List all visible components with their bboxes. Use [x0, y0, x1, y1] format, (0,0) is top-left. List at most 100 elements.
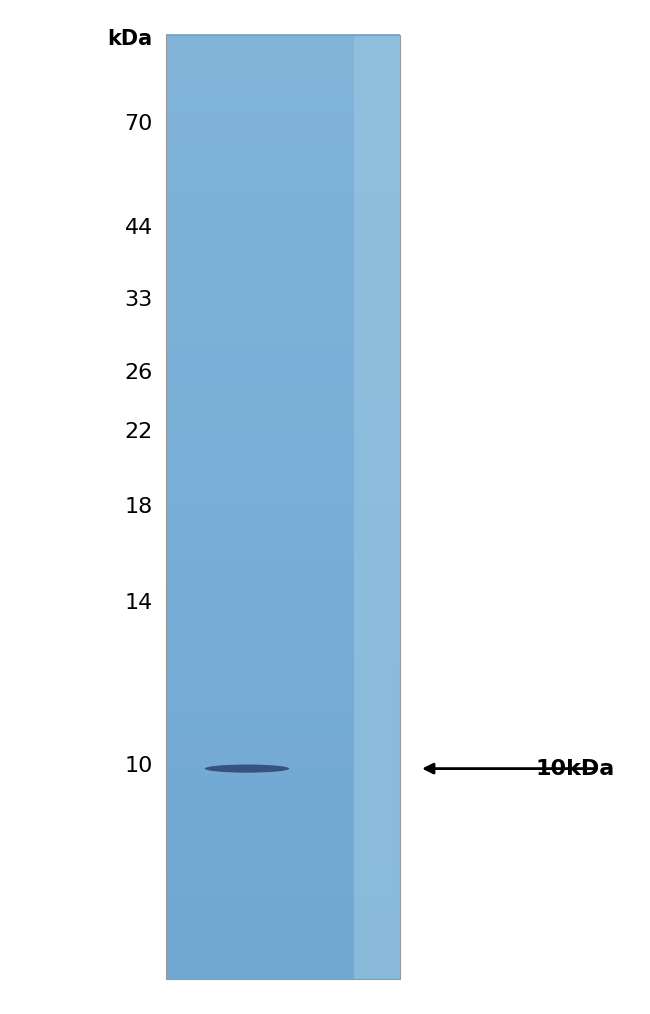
Bar [166, 732, 400, 738]
Ellipse shape [205, 765, 289, 773]
Bar [166, 298, 400, 304]
Bar [166, 421, 400, 427]
Bar [166, 643, 400, 649]
Bar [166, 369, 400, 375]
Bar [166, 251, 400, 258]
Bar [166, 337, 400, 342]
Bar [166, 463, 400, 469]
Bar [166, 614, 400, 621]
Bar [166, 303, 400, 309]
Bar [166, 246, 400, 252]
Bar [166, 539, 400, 545]
Bar [166, 794, 400, 799]
Bar [166, 312, 400, 318]
Text: 10kDa: 10kDa [535, 758, 614, 779]
Bar [166, 620, 400, 625]
Bar [166, 755, 400, 762]
Bar [166, 332, 400, 338]
Bar [166, 440, 400, 446]
Bar [166, 322, 400, 328]
Bar [166, 695, 400, 701]
Bar [166, 846, 400, 851]
Bar [166, 931, 400, 936]
Bar [166, 968, 400, 973]
Bar [166, 864, 400, 870]
Bar [166, 218, 400, 224]
Bar [166, 554, 400, 559]
Bar [166, 228, 400, 233]
Bar [166, 110, 400, 116]
Bar [166, 817, 400, 823]
Bar [166, 487, 400, 493]
Bar [166, 82, 400, 87]
Bar [166, 940, 400, 945]
Bar [166, 138, 400, 144]
Bar [166, 148, 400, 153]
Bar [166, 869, 400, 875]
Bar [166, 892, 400, 898]
Bar [166, 709, 400, 715]
Bar [166, 718, 400, 724]
Bar [166, 746, 400, 752]
Bar [166, 591, 400, 596]
Bar [166, 529, 400, 535]
Bar [166, 180, 400, 187]
Bar [166, 58, 400, 64]
Bar [166, 468, 400, 474]
Bar [166, 766, 400, 771]
Bar [166, 563, 400, 568]
Bar [166, 671, 400, 676]
Bar [166, 657, 400, 662]
Bar [166, 808, 400, 813]
Bar [166, 77, 400, 82]
Bar [166, 883, 400, 889]
Bar [166, 897, 400, 903]
Bar [166, 431, 400, 436]
Bar [166, 770, 400, 776]
Bar [166, 162, 400, 167]
Bar [166, 958, 400, 964]
Bar [166, 704, 400, 710]
Bar [166, 926, 400, 931]
Bar [166, 63, 400, 69]
Bar [166, 294, 400, 299]
Bar [166, 902, 400, 908]
Bar [166, 34, 400, 41]
Bar [166, 351, 400, 356]
Bar [166, 501, 400, 507]
Bar [166, 558, 400, 564]
Bar [166, 917, 400, 922]
Bar [166, 157, 400, 163]
Bar [166, 492, 400, 498]
Bar [166, 100, 400, 106]
Bar [166, 374, 400, 379]
Bar [166, 600, 400, 606]
Bar [166, 661, 400, 667]
Bar [166, 308, 400, 313]
Bar [166, 378, 400, 384]
Bar [166, 454, 400, 460]
Text: 22: 22 [125, 422, 153, 442]
Bar [166, 581, 400, 587]
Bar [166, 200, 400, 205]
Bar [166, 624, 400, 630]
Bar [166, 577, 400, 582]
Bar [166, 549, 400, 554]
Bar [166, 666, 400, 672]
Bar [166, 317, 400, 323]
Bar [166, 242, 400, 247]
Bar [166, 478, 400, 484]
Bar [166, 346, 400, 352]
Bar [166, 166, 400, 172]
Bar [166, 675, 400, 681]
Bar [166, 237, 400, 243]
Bar [166, 209, 400, 215]
Bar [166, 289, 400, 295]
Bar [166, 360, 400, 366]
Bar [166, 223, 400, 229]
Bar [166, 497, 400, 502]
Bar [166, 506, 400, 512]
Text: kDa: kDa [108, 28, 153, 49]
Bar [166, 435, 400, 441]
Bar [166, 874, 400, 879]
